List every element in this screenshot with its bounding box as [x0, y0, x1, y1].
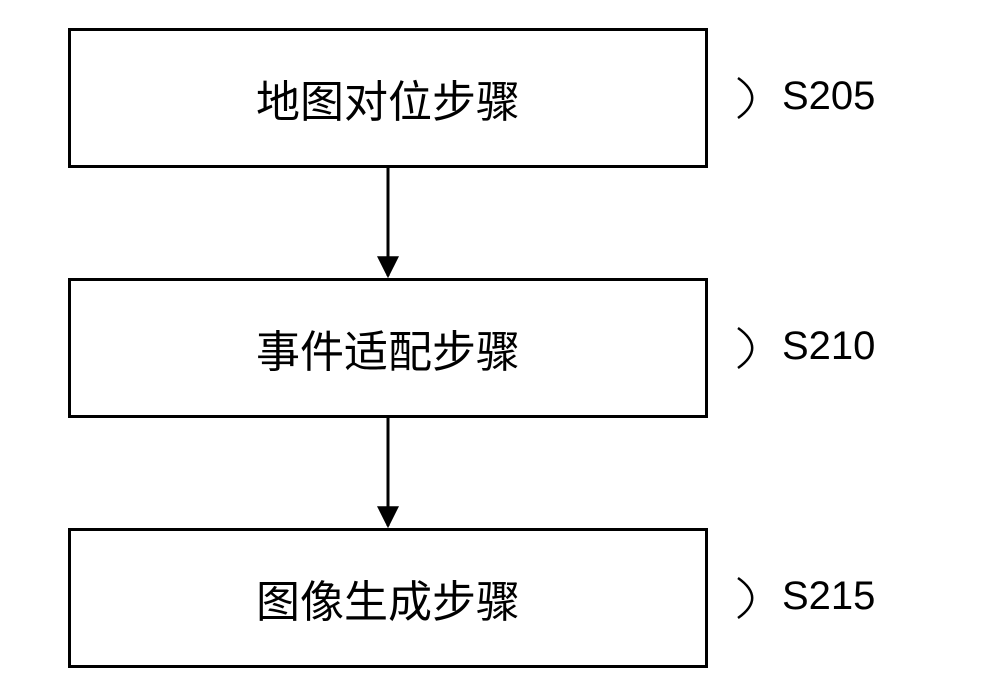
flowchart-step-s215: 图像生成步骤 [68, 528, 708, 668]
step-annotation-s205: S205 [782, 74, 875, 119]
flowchart-step-s210: 事件适配步骤 [68, 278, 708, 418]
flowchart-step-s205: 地图对位步骤 [68, 28, 708, 168]
step-annotation-s210: S210 [782, 324, 875, 369]
step-label: 地图对位步骤 [256, 66, 520, 130]
annotation-leader [738, 78, 752, 118]
step-annotation-s215: S215 [782, 574, 875, 619]
annotation-leader [738, 578, 752, 618]
step-label: 事件适配步骤 [256, 316, 520, 380]
step-label: 图像生成步骤 [256, 566, 520, 630]
flowchart-canvas: 地图对位步骤 S205 事件适配步骤 S210 图像生成步骤 S215 [0, 0, 997, 691]
annotation-leader [738, 328, 752, 368]
